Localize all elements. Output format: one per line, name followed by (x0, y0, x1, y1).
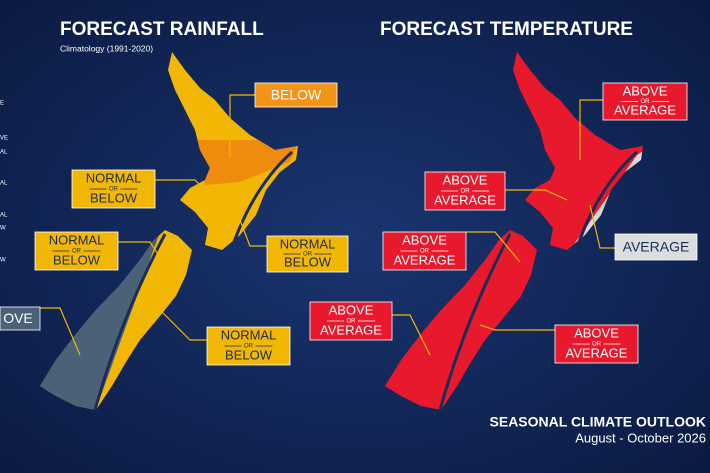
label-box (266, 235, 349, 273)
legend-fragment: E (0, 101, 4, 107)
label-text: NORMAL (86, 170, 142, 185)
label-or: OR (303, 252, 313, 258)
label-text: NORMAL (221, 327, 277, 342)
label-text: NORMAL (280, 236, 336, 251)
footer-title: SEASONAL CLIMATE OUTLOOK (490, 414, 706, 430)
temperature-title: FORECAST TEMPERATURE (380, 19, 633, 40)
label-or: OR (109, 187, 119, 193)
label-box (0, 306, 41, 331)
label-box (554, 324, 639, 364)
rainfall-subtitle: Climatology (1991-2020) (60, 43, 153, 53)
rainfall-title: FORECAST RAINFALL (60, 19, 264, 40)
label-text: AVERAGE (320, 322, 382, 337)
label-or: OR (420, 249, 430, 255)
legend-fragment: VE (0, 136, 8, 142)
legend-fragment: AL (0, 213, 8, 219)
label-text: AVERAGE (434, 192, 496, 207)
legend-fragment: W (0, 226, 6, 232)
label-box (71, 169, 156, 209)
legend-fragment: AL (0, 150, 8, 156)
label-box (254, 82, 338, 108)
label-box (614, 233, 698, 261)
label-text: ABOVE (623, 83, 668, 98)
label-box (602, 82, 688, 121)
label-box (34, 231, 119, 271)
label-text: AVERAGE (623, 239, 690, 255)
label-text: BELOW (271, 87, 322, 103)
label-text: BELOW (90, 190, 138, 205)
label-or: OR (592, 342, 602, 348)
label-text: BELOW (53, 252, 101, 267)
label-text: BELOW (284, 254, 332, 269)
legend-fragment: AL (0, 181, 8, 187)
label-text: AVERAGE (614, 102, 676, 117)
label-text: AVERAGE (566, 345, 628, 360)
label-text: OVE (3, 310, 33, 326)
label-text: NORMAL (49, 232, 105, 247)
label-box (206, 326, 291, 366)
label-text: ABOVE (329, 302, 374, 317)
label-text: BELOW (225, 347, 273, 362)
label-text: ABOVE (402, 232, 447, 247)
label-box (424, 171, 506, 211)
label-or: OR (641, 99, 651, 105)
label-box (309, 301, 393, 341)
footer-dates: August - October 2026 (575, 430, 706, 445)
label-or: OR (461, 189, 471, 195)
label-box (382, 231, 467, 271)
label-text: ABOVE (574, 325, 619, 340)
legend-fragment: W (0, 258, 6, 264)
label-or: OR (72, 249, 82, 255)
label-text: AVERAGE (394, 252, 456, 267)
label-or: OR (244, 344, 254, 350)
label-or: OR (347, 319, 357, 325)
label-text: ABOVE (443, 172, 488, 187)
